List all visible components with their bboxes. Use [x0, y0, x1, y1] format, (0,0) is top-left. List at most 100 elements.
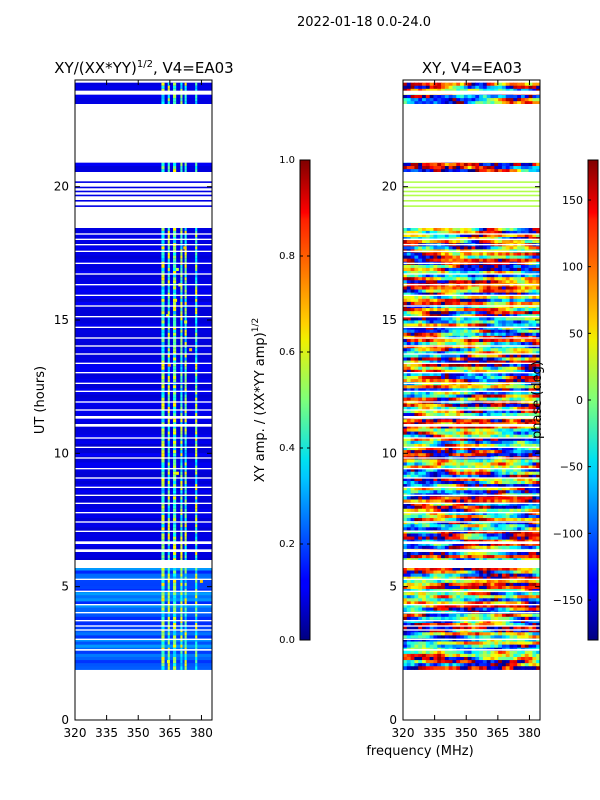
heatmap-cell — [509, 271, 514, 275]
heatmap-cell — [482, 363, 488, 368]
band-cell — [180, 499, 183, 504]
heatmap-cell — [520, 82, 526, 87]
heatmap-cell — [444, 271, 450, 275]
band-cell — [167, 567, 170, 572]
heatmap-cell — [441, 101, 446, 105]
band-cell — [167, 385, 170, 389]
band-cell — [161, 619, 165, 624]
band-cell — [180, 508, 183, 513]
band-cell — [167, 98, 170, 102]
heatmap-cell — [437, 329, 442, 334]
heatmap-cell — [486, 82, 492, 87]
heatmap-cell — [482, 351, 488, 355]
band-cell — [173, 289, 177, 294]
band-cell — [195, 555, 198, 559]
heatmap-cell — [418, 301, 423, 306]
band-cell — [184, 376, 187, 380]
band-cell — [195, 354, 198, 359]
band-cell — [167, 666, 170, 670]
band-cell — [161, 329, 165, 334]
heatmap-cell — [471, 271, 476, 275]
heatmap-cell — [501, 95, 507, 99]
band-cell — [161, 447, 165, 451]
heatmap-cell — [509, 372, 514, 377]
band-cell — [195, 623, 198, 627]
amplitude-colorbar-gradient — [299, 159, 311, 641]
heatmap-cell — [524, 338, 530, 343]
heatmap-cell — [460, 376, 465, 380]
heatmap-cell — [410, 379, 416, 383]
heatmap-cell — [406, 264, 412, 269]
band-cell — [180, 85, 183, 90]
band-cell — [161, 425, 165, 430]
heatmap-cell — [403, 292, 408, 297]
heatmap-cell — [467, 329, 473, 334]
heatmap-cell — [520, 233, 526, 238]
heatmap-cell — [517, 274, 522, 278]
band-cell — [195, 484, 198, 488]
band-cell — [161, 246, 165, 251]
heatmap-cell — [505, 357, 511, 362]
heatmap-cell — [406, 363, 412, 368]
heatmap-cell — [513, 169, 518, 173]
heatmap-cell — [536, 264, 540, 269]
heatmap-cell — [425, 345, 431, 349]
heatmap-cell — [501, 320, 507, 325]
heatmap-cell — [433, 233, 438, 238]
band-cell — [161, 477, 165, 482]
heatmap-cell — [490, 255, 495, 260]
heatmap-cell — [441, 382, 446, 386]
heatmap-cell — [406, 240, 412, 244]
band-cell — [167, 570, 170, 575]
heatmap-cell — [482, 230, 488, 235]
heatmap-cell — [536, 233, 540, 238]
flagged-gap — [75, 494, 212, 496]
heatmap-cell — [505, 271, 511, 275]
heatmap-cell — [403, 360, 408, 365]
band-cell — [161, 233, 165, 238]
heatmap-cell — [444, 101, 450, 105]
heatmap-cell — [425, 348, 431, 352]
heatmap-cell — [501, 162, 507, 167]
band-cell — [184, 434, 187, 439]
heatmap-row — [75, 468, 212, 473]
heatmap-cell — [463, 240, 469, 244]
heatmap-cell — [528, 379, 533, 383]
heatmap-cell — [501, 351, 507, 355]
band-cell — [173, 317, 177, 322]
heatmap-cell — [456, 264, 461, 269]
heatmap-cell — [441, 271, 446, 275]
heatmap-cell — [467, 308, 473, 312]
heatmap-cell — [505, 379, 511, 383]
band-cell — [184, 468, 187, 473]
heatmap-row — [75, 644, 212, 649]
band-cell — [180, 385, 183, 389]
heatmap-cell — [501, 338, 507, 343]
heatmap-cell — [486, 298, 492, 303]
band-cell — [167, 632, 170, 636]
band-cell — [180, 601, 183, 606]
heatmap-cell — [486, 308, 492, 312]
band-cell — [184, 357, 187, 362]
heatmap-cell — [433, 351, 438, 355]
heatmap-cell — [463, 372, 469, 377]
heatmap-cell — [486, 230, 492, 235]
band-cell — [161, 227, 165, 232]
heatmap-cell — [456, 379, 461, 383]
heatmap-row — [75, 653, 212, 658]
heatmap-cell — [498, 98, 503, 102]
heatmap-cell — [505, 295, 511, 300]
heatmap-row — [75, 490, 212, 494]
band-cell — [161, 604, 165, 609]
band-cell — [161, 552, 165, 556]
heatmap-cell — [441, 348, 446, 352]
heatmap-cell — [486, 329, 492, 334]
heatmap-cell — [410, 166, 416, 170]
heatmap-cell — [505, 240, 511, 244]
heatmap-cell — [403, 351, 408, 355]
heatmap-cell — [437, 382, 442, 386]
heatmap-cell — [486, 376, 492, 380]
band-cell — [184, 530, 187, 535]
heatmap-cell — [536, 95, 540, 99]
heatmap-cell — [486, 348, 492, 352]
